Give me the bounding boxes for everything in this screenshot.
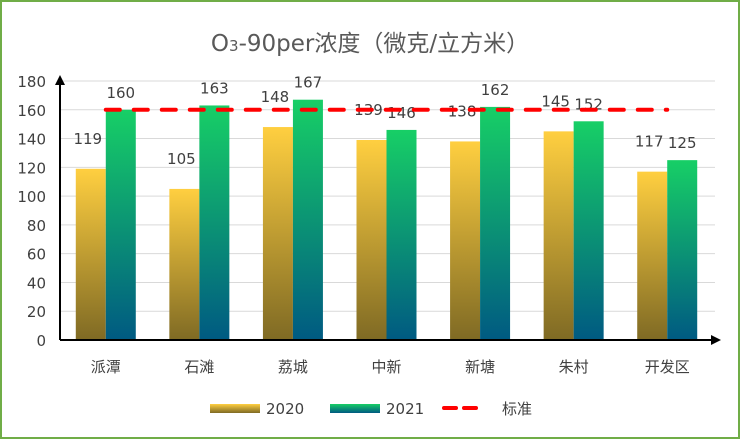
title-sub: 3 xyxy=(229,37,239,55)
data-label: 119 xyxy=(73,130,102,148)
x-axis-arrow xyxy=(711,335,721,345)
y-tick-label: 80 xyxy=(27,217,46,235)
data-label: 148 xyxy=(261,88,290,106)
bar-2021 xyxy=(667,160,698,340)
bar-2020 xyxy=(543,131,574,340)
bar-2020 xyxy=(637,171,668,340)
data-label: 125 xyxy=(668,134,697,152)
chart-title: O3-90per浓度（微克/立方米） xyxy=(2,24,738,58)
x-tick-label: 荔城 xyxy=(278,358,308,376)
bar-2020 xyxy=(356,139,387,340)
data-label: 162 xyxy=(481,81,510,99)
x-tick-label: 中新 xyxy=(371,358,401,376)
data-label: 160 xyxy=(106,84,135,102)
x-tick-label: 派潭 xyxy=(91,358,121,376)
data-label: 117 xyxy=(635,133,664,151)
legend-label: 标准 xyxy=(502,400,532,418)
bar-2020 xyxy=(450,141,481,340)
y-tick-label: 100 xyxy=(17,188,46,206)
data-label: 163 xyxy=(200,79,229,97)
y-tick-label: 40 xyxy=(27,274,46,292)
bar-2020 xyxy=(262,127,293,341)
legend-label: 2021 xyxy=(386,400,424,418)
bar-2020 xyxy=(75,168,106,340)
data-label: 146 xyxy=(387,104,416,122)
y-tick-label: 140 xyxy=(17,131,46,149)
x-tick-label: 石滩 xyxy=(184,358,214,376)
data-label: 138 xyxy=(448,102,477,120)
bar-2021 xyxy=(199,105,230,340)
legend-label: 2020 xyxy=(266,400,304,418)
bar-2020 xyxy=(169,188,200,340)
y-tick-label: 160 xyxy=(17,102,46,120)
y-axis-arrow xyxy=(55,75,65,85)
data-label: 105 xyxy=(167,150,196,168)
bar-2021 xyxy=(573,121,604,341)
legend-swatch-2021 xyxy=(330,404,380,413)
bar-2021 xyxy=(480,106,511,341)
bar-2021 xyxy=(386,129,417,340)
y-tick-label: 120 xyxy=(17,159,46,177)
bar-2021 xyxy=(105,109,136,341)
x-tick-label: 开发区 xyxy=(645,358,690,376)
legend-swatch-2020 xyxy=(210,404,260,413)
title-rest: -90per浓度（微克/立方米） xyxy=(238,31,530,57)
title-main: O xyxy=(210,31,230,57)
y-tick-label: 60 xyxy=(27,246,46,264)
bar-2021 xyxy=(292,99,323,340)
y-tick-label: 20 xyxy=(27,303,46,321)
y-tick-label: 180 xyxy=(17,73,46,91)
x-tick-label: 新塘 xyxy=(465,358,495,376)
data-label: 167 xyxy=(294,74,323,92)
y-tick-label: 0 xyxy=(36,332,46,350)
x-tick-label: 朱村 xyxy=(559,358,589,376)
data-label: 145 xyxy=(541,92,570,110)
